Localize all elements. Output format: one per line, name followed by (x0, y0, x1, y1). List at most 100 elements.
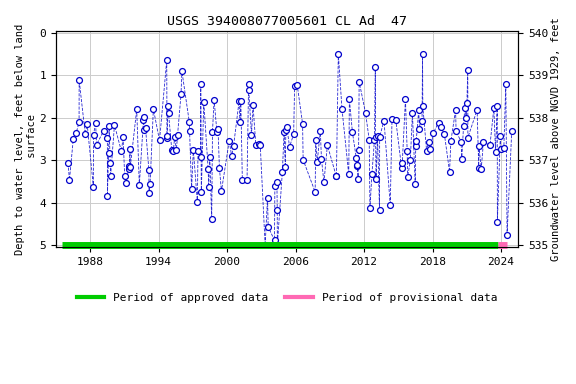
Point (141, 125, 150, 131)
Point (439, 131, 449, 137)
Point (492, 103, 502, 109)
Point (323, 142, 332, 148)
Point (125, 163, 134, 169)
Point (225, 137, 234, 144)
Point (496, 146, 505, 152)
Point (210, 96, 219, 103)
Point (348, 129, 357, 135)
Point (234, 98, 244, 104)
Point (401, 96, 410, 102)
Point (293, 81, 302, 88)
Point (172, 147, 181, 153)
Point (397, 165, 406, 171)
Point (119, 134, 128, 140)
Point (121, 180, 130, 186)
Point (132, 106, 141, 113)
Point (254, 141, 263, 147)
Point (434, 119, 443, 126)
Point (354, 176, 363, 182)
Point (317, 156, 326, 162)
Point (126, 164, 135, 170)
Point (164, 103, 173, 109)
Point (170, 134, 179, 140)
Point (310, 189, 320, 195)
Point (91, 120, 100, 126)
Point (371, 134, 380, 140)
Point (496, 133, 505, 139)
Point (124, 166, 134, 172)
Point (207, 216, 217, 222)
Point (406, 157, 415, 164)
Point (256, 142, 265, 148)
Point (139, 113, 148, 119)
Point (403, 148, 412, 154)
Point (217, 188, 226, 194)
Point (460, 105, 469, 111)
Point (477, 166, 486, 172)
Point (446, 138, 456, 144)
Point (213, 129, 222, 135)
Point (270, 182, 279, 189)
Point (272, 207, 282, 213)
Point (139, 127, 149, 134)
Point (155, 137, 164, 144)
Point (334, 51, 343, 57)
Point (242, 177, 252, 183)
Point (452, 128, 461, 134)
Point (319, 179, 328, 185)
Point (139, 118, 148, 124)
Point (196, 80, 206, 86)
Point (338, 106, 347, 112)
Point (185, 119, 194, 125)
Point (371, 64, 380, 70)
Point (92, 141, 101, 147)
Point (414, 107, 423, 113)
Point (104, 150, 113, 156)
Point (290, 83, 300, 89)
Point (474, 165, 483, 171)
Point (311, 137, 320, 144)
Point (418, 51, 427, 57)
Point (69, 136, 78, 142)
Point (332, 173, 341, 179)
Point (279, 129, 289, 136)
Point (463, 66, 472, 73)
Point (415, 126, 424, 132)
Point (352, 163, 361, 169)
Point (479, 139, 488, 146)
Point (214, 126, 223, 132)
Point (194, 148, 203, 154)
Point (361, 110, 370, 116)
Point (236, 98, 245, 104)
Point (264, 224, 273, 230)
Point (105, 160, 115, 166)
Point (278, 169, 287, 175)
Point (489, 105, 498, 111)
Point (285, 144, 294, 150)
Point (445, 169, 454, 175)
Point (203, 166, 213, 172)
Point (71, 130, 81, 136)
Point (298, 121, 307, 127)
Point (63, 160, 73, 166)
Point (418, 118, 427, 124)
Point (236, 119, 245, 125)
Point (472, 107, 482, 113)
Point (251, 142, 260, 148)
Point (263, 195, 272, 201)
Point (74, 77, 84, 83)
Point (199, 99, 209, 105)
Point (193, 199, 202, 205)
Point (260, 242, 270, 248)
Point (169, 148, 178, 154)
Point (298, 157, 308, 163)
Point (457, 156, 467, 162)
Point (74, 119, 84, 126)
Point (110, 122, 119, 128)
Point (103, 192, 112, 199)
Point (162, 57, 171, 63)
Point (491, 149, 500, 155)
Point (397, 160, 407, 166)
Point (162, 134, 172, 141)
Point (375, 207, 384, 214)
